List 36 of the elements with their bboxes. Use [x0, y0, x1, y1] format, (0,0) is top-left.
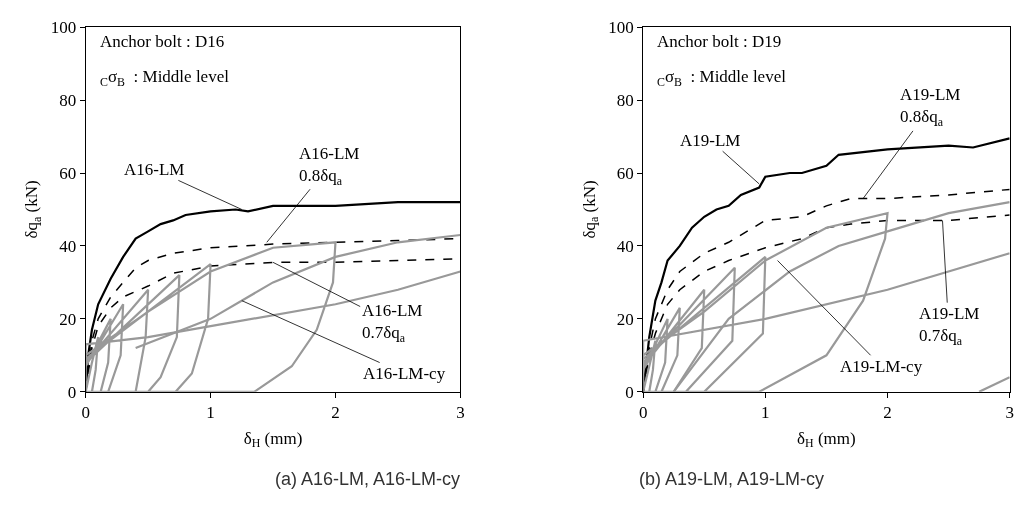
annotation: $_{C}$σ$_{B}$ : Middle level	[657, 67, 787, 89]
y-tick-label: 60	[616, 163, 634, 183]
text: (b) A19-LM, A19-LM-cy	[639, 469, 825, 489]
annotation: Anchor bolt : D16	[100, 32, 225, 51]
annotation: A19-LM 0.8δq$_{a}$	[900, 85, 961, 129]
x-tick-label: 3	[1005, 403, 1014, 423]
y-tick-label: 60	[59, 163, 77, 183]
annotation: A16-LM 0.8δq$_{a}$	[299, 144, 360, 188]
y-tick-label: 20	[59, 309, 77, 329]
y-tick-label: 0	[625, 382, 634, 402]
y-tick-label: 0	[67, 382, 77, 402]
x-tick-label: 0	[81, 403, 90, 423]
annotation: Anchor bolt : D19	[657, 32, 782, 51]
y-tick-label: 80	[59, 91, 77, 111]
annotation: A19-LM-cy	[840, 357, 923, 376]
x-tick-label: 3	[456, 403, 465, 423]
y-tick-label: 80	[616, 91, 634, 111]
y-tick-label: 100	[608, 18, 634, 38]
annotation: A16-LM	[124, 160, 185, 179]
y-tick-label: 40	[616, 236, 634, 256]
x-tick-label: 0	[638, 403, 648, 423]
y-tick-label: 20	[616, 309, 634, 329]
x-tick-label: 1	[761, 403, 770, 423]
y-tick-label: 40	[59, 236, 77, 256]
x-tick-label: 2	[883, 403, 892, 423]
annotation: A19-LM	[680, 131, 741, 150]
annotation: A16-LM-cy	[363, 364, 446, 383]
x-axis-title: δ$_{H}$ (mm)	[243, 428, 303, 451]
x-axis-title: δ$_{H}$ (mm)	[797, 428, 856, 451]
x-tick-label: 1	[206, 403, 215, 423]
annotation: $_{C}$σ$_{B}$ : Middle level	[100, 67, 230, 89]
y-tick-label: 100	[50, 18, 77, 38]
x-tick-label: 2	[331, 403, 340, 423]
annotation: A19-LM 0.7δq$_{a}$	[919, 304, 980, 348]
annotation: A16-LM 0.7δq$_{a}$	[362, 301, 423, 345]
text: (a) A16-LM, A16-LM-cy	[275, 469, 461, 489]
